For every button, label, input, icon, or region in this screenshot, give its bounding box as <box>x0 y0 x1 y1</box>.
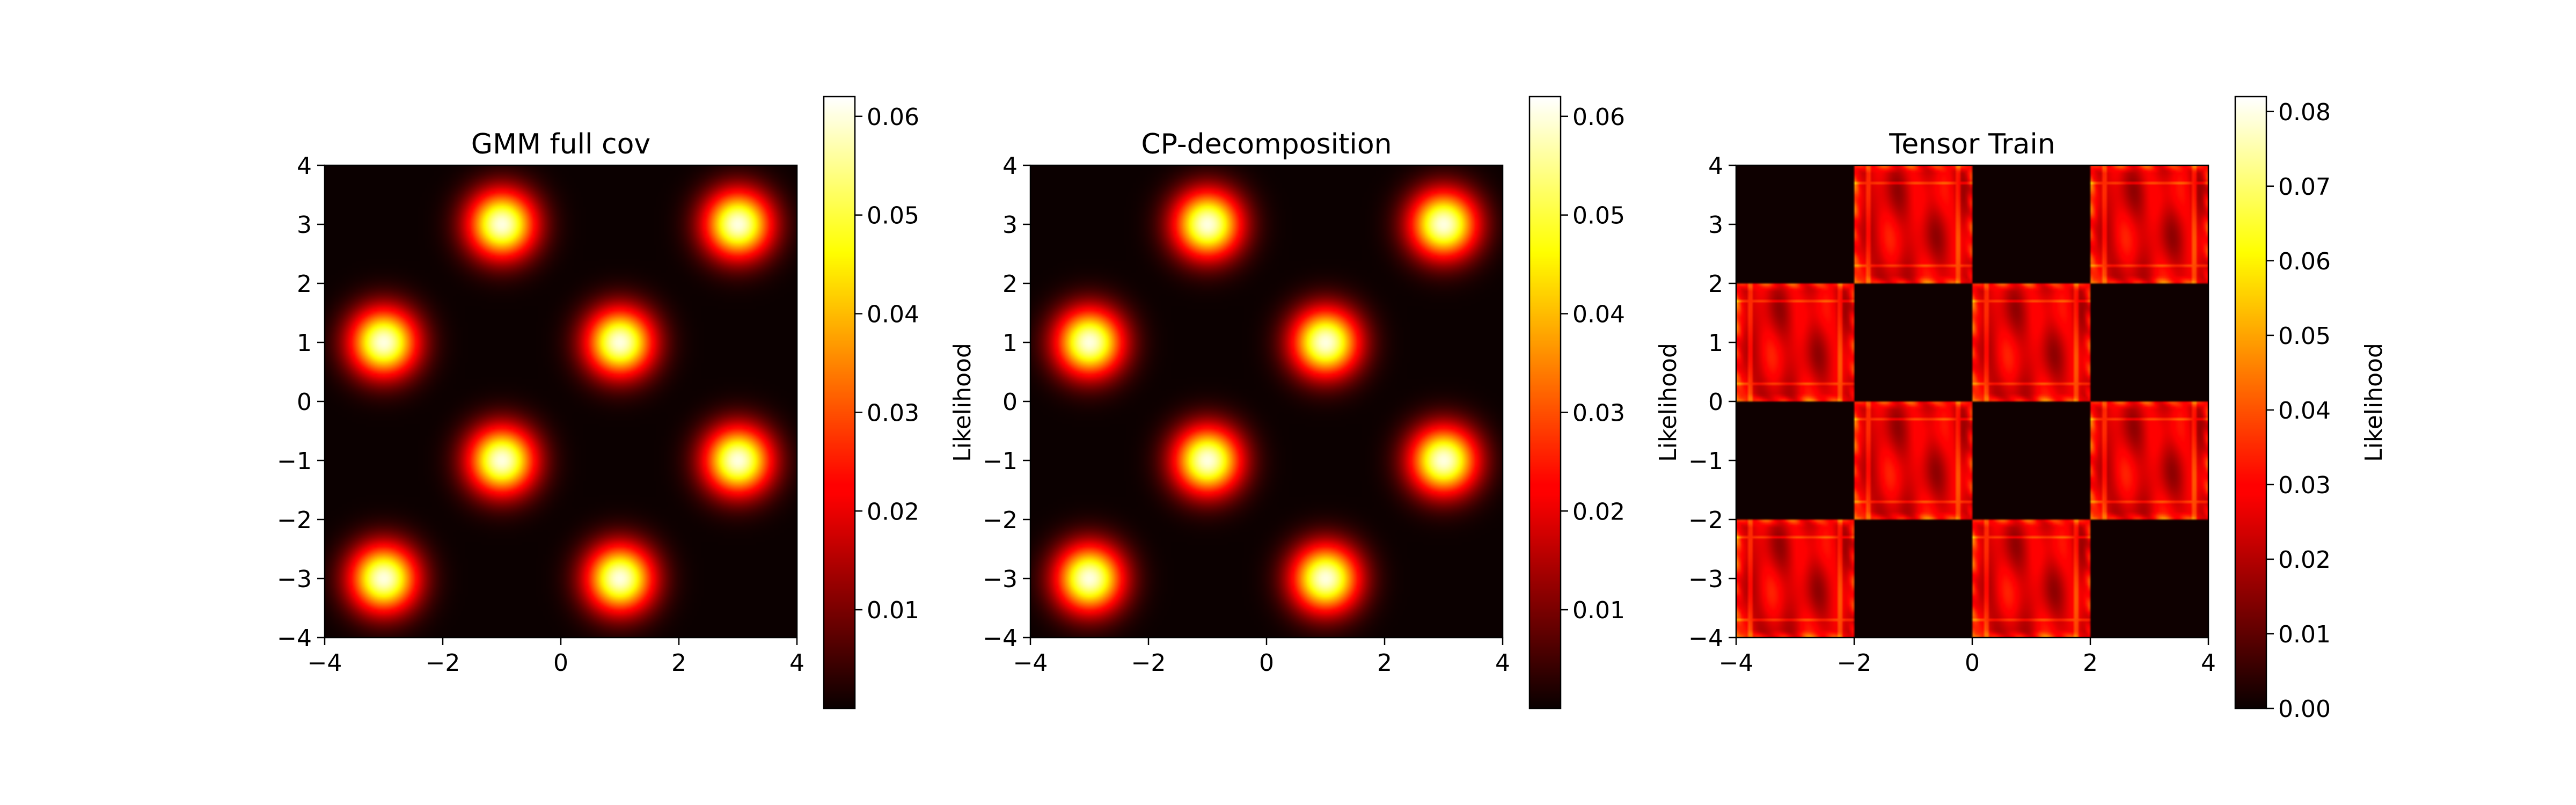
y-tick-label: 2 <box>1002 270 1018 298</box>
y-tick-label: −3 <box>983 566 1018 593</box>
y-tick-label: 4 <box>1708 152 1723 180</box>
x-tick-label: 0 <box>553 649 568 677</box>
colorbar-tick-label: 0.01 <box>1572 597 1625 624</box>
colorbar-label: Likelihood <box>1655 343 1682 462</box>
x-tick-label: −4 <box>308 649 342 677</box>
y-tick-label: −1 <box>983 448 1018 475</box>
x-tick-label: 4 <box>1495 649 1510 677</box>
x-tick-label: −2 <box>426 649 460 677</box>
colorbar-tick-label: 0.01 <box>2278 621 2331 648</box>
x-tick-label: 2 <box>2083 649 2098 677</box>
colorbar-tick-label: 0.06 <box>1572 104 1625 131</box>
colorbar-tick-label: 0.08 <box>2278 99 2331 126</box>
chart-panel: CP-decomposition −4 −2 0 2 4 −4 −3 −2 −1 0 1 2 3 4 0.01… <box>983 96 1682 709</box>
x-tick-label: −2 <box>1131 649 1166 677</box>
colorbar-frame <box>2234 96 2267 709</box>
colorbar-tick-label: 0.02 <box>1572 498 1625 525</box>
y-tick-label: 2 <box>297 270 312 298</box>
colorbar-tick-label: 0.04 <box>1572 301 1625 328</box>
heatmap-image <box>325 165 797 638</box>
colorbar-label: Likelihood <box>2360 343 2388 462</box>
y-tick-label: −1 <box>277 448 312 475</box>
y-tick-label: −2 <box>983 507 1018 534</box>
colorbar-tick-label: 0.00 <box>2278 696 2331 723</box>
y-tick-label: −1 <box>1688 448 1723 475</box>
x-tick-label: 2 <box>671 649 686 677</box>
y-tick-label: 0 <box>297 389 312 416</box>
x-tick-label: 0 <box>1965 649 1980 677</box>
colorbar-tick-label: 0.05 <box>1572 202 1625 230</box>
y-tick-label: −2 <box>277 507 312 534</box>
x-tick-label: 4 <box>2201 649 2216 677</box>
colorbar-tick-label: 0.05 <box>2278 323 2331 350</box>
y-tick-label: 3 <box>1708 211 1723 239</box>
colorbar-tick-label: 0.05 <box>867 202 919 230</box>
colorbar <box>2235 97 2266 708</box>
colorbar-tick-label: 0.03 <box>867 399 919 427</box>
y-tick-label: 1 <box>297 330 312 357</box>
y-tick-label: −3 <box>277 566 312 593</box>
colorbar-tick-label: 0.02 <box>2278 546 2331 574</box>
y-tick-label: 1 <box>1002 330 1018 357</box>
y-tick-label: −4 <box>1688 625 1723 652</box>
y-tick-label: 1 <box>1708 330 1723 357</box>
colorbar-tick-label: 0.04 <box>867 301 919 328</box>
colorbar <box>1529 97 1561 708</box>
y-tick-label: 4 <box>1002 152 1018 180</box>
heatmap-image <box>1030 165 1503 638</box>
x-tick-label: 0 <box>1259 649 1274 677</box>
y-tick-label: 0 <box>1708 389 1723 416</box>
chart-title: CP-decomposition <box>1141 128 1392 160</box>
y-tick-label: −3 <box>1688 566 1723 593</box>
colorbar-tick-label: 0.06 <box>2278 248 2331 275</box>
heatmap-image <box>1736 165 2208 638</box>
y-tick-label: 4 <box>297 152 312 180</box>
x-tick-label: 4 <box>789 649 804 677</box>
colorbar-label: Likelihood <box>949 343 976 462</box>
colorbar-tick-label: 0.03 <box>1572 399 1625 427</box>
chart-title: Tensor Train <box>1889 128 2055 160</box>
y-tick-label: 0 <box>1002 389 1018 416</box>
colorbar-tick-label: 0.04 <box>2278 397 2331 425</box>
y-tick-label: 2 <box>1708 270 1723 298</box>
x-tick-label: −4 <box>1719 649 1754 677</box>
colorbar-frame <box>1528 96 1562 709</box>
colorbar-tick-label: 0.03 <box>2278 472 2331 499</box>
chart-title: GMM full cov <box>471 128 650 160</box>
colorbar-tick-label: 0.01 <box>867 597 919 624</box>
colorbar <box>824 97 855 708</box>
chart-panel: GMM full cov −4 −2 0 2 4 −4 −3 −2 −1 0 1 2 3 4 0.01 0.02… <box>277 96 976 709</box>
y-tick-label: −2 <box>1688 507 1723 534</box>
colorbar-tick-label: 0.06 <box>867 104 919 131</box>
colorbar-frame <box>823 96 856 709</box>
y-tick-label: −4 <box>277 625 312 652</box>
x-tick-label: 2 <box>1377 649 1392 677</box>
chart-panel: Tensor Train −4 −2 0 2 4 −4 −3 −2 −1 0 1 2 3 4 0.00 0.01… <box>1688 96 2388 723</box>
colorbar-tick-label: 0.07 <box>2278 173 2331 201</box>
y-tick-label: −4 <box>983 625 1018 652</box>
y-tick-label: 3 <box>297 211 312 239</box>
x-tick-label: −4 <box>1013 649 1048 677</box>
colorbar-tick-label: 0.02 <box>867 498 919 525</box>
x-tick-label: −2 <box>1837 649 1872 677</box>
y-tick-label: 3 <box>1002 211 1018 239</box>
